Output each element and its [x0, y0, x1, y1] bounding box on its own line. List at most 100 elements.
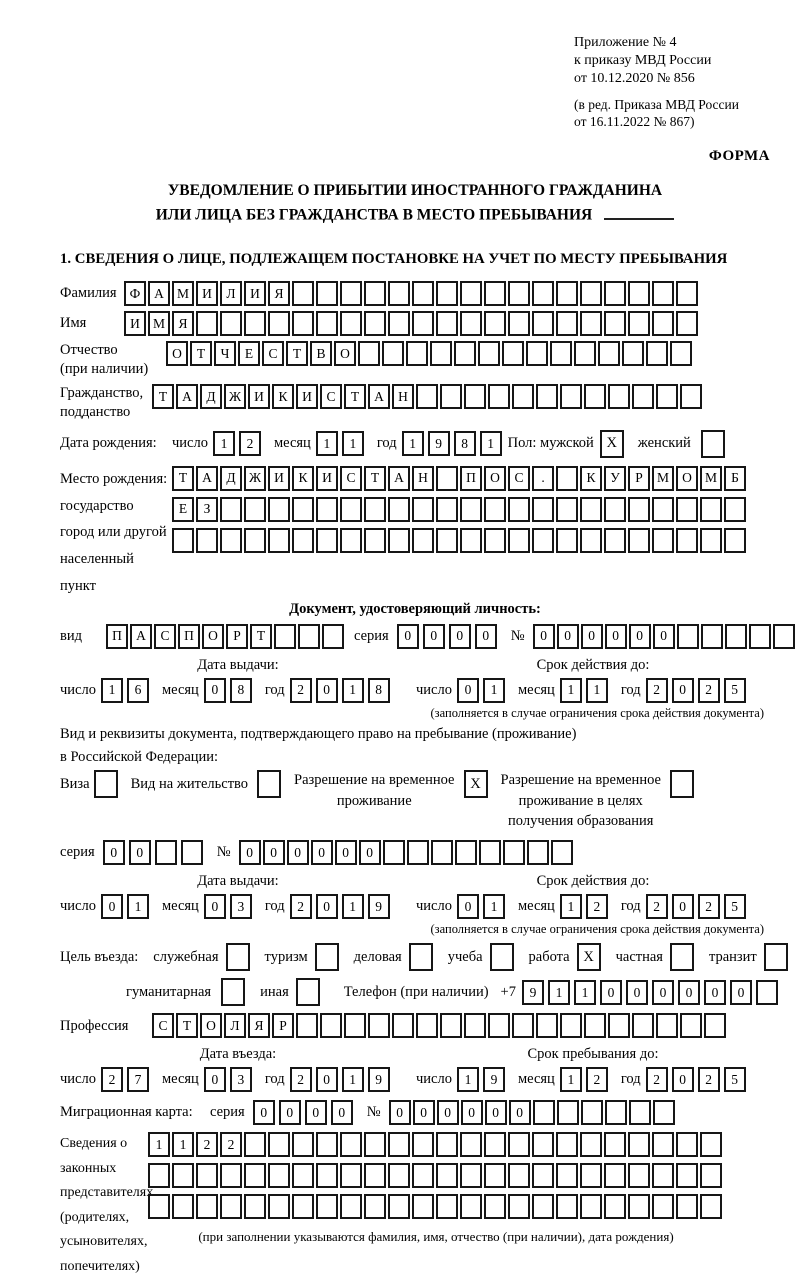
char-box[interactable]: [364, 1194, 386, 1220]
char-box[interactable]: 0: [456, 677, 479, 703]
char-box[interactable]: [244, 311, 266, 337]
char-box[interactable]: [508, 1194, 530, 1220]
char-box[interactable]: [292, 527, 314, 553]
char-box[interactable]: Б: [724, 465, 746, 491]
purpose-official-checkbox[interactable]: [225, 943, 250, 972]
char-box[interactable]: [340, 496, 362, 522]
visa-checkbox[interactable]: [93, 770, 118, 799]
char-box[interactable]: [560, 1013, 582, 1039]
char-box[interactable]: 1: [212, 431, 235, 457]
char-box[interactable]: 8: [229, 677, 252, 703]
char-box[interactable]: 0: [396, 623, 419, 649]
char-box[interactable]: 3: [229, 894, 252, 920]
char-box[interactable]: [700, 1194, 722, 1220]
char-box[interactable]: [364, 527, 386, 553]
char-box[interactable]: [244, 1163, 266, 1189]
char-box[interactable]: 0: [436, 1100, 459, 1126]
char-box[interactable]: 0: [484, 1100, 507, 1126]
char-box[interactable]: [532, 1100, 555, 1126]
char-box[interactable]: У: [604, 465, 626, 491]
char-box[interactable]: [680, 384, 702, 410]
char-box[interactable]: [436, 1163, 458, 1189]
char-box[interactable]: [628, 1163, 650, 1189]
char-box[interactable]: [436, 1132, 458, 1158]
char-box[interactable]: Ф: [124, 281, 146, 307]
char-box[interactable]: [580, 496, 602, 522]
char-box[interactable]: Т: [286, 341, 308, 367]
char-box[interactable]: 3: [229, 1067, 252, 1093]
char-box[interactable]: [502, 341, 524, 367]
char-box[interactable]: 1: [341, 894, 364, 920]
char-box[interactable]: 1: [559, 1067, 582, 1093]
char-box[interactable]: [632, 384, 654, 410]
char-box[interactable]: А: [148, 281, 170, 307]
char-box[interactable]: 9: [367, 894, 390, 920]
char-box[interactable]: 1: [401, 431, 424, 457]
char-box[interactable]: 1: [482, 677, 505, 703]
char-box[interactable]: [556, 281, 578, 307]
char-box[interactable]: [436, 311, 458, 337]
char-box[interactable]: [676, 1163, 698, 1189]
char-box[interactable]: [584, 1013, 606, 1039]
char-box[interactable]: 0: [422, 623, 445, 649]
char-box[interactable]: Ж: [244, 465, 266, 491]
char-box[interactable]: [536, 1013, 558, 1039]
char-box[interactable]: [646, 341, 668, 367]
char-box[interactable]: [292, 1163, 314, 1189]
char-box[interactable]: С: [320, 384, 342, 410]
char-box[interactable]: 2: [289, 1067, 312, 1093]
char-box[interactable]: П: [106, 623, 128, 649]
char-box[interactable]: [316, 527, 338, 553]
char-box[interactable]: [556, 496, 578, 522]
char-box[interactable]: 0: [580, 623, 603, 649]
char-box[interactable]: [556, 1163, 578, 1189]
char-box[interactable]: 1: [315, 431, 338, 457]
char-box[interactable]: Н: [412, 465, 434, 491]
char-box[interactable]: [364, 311, 386, 337]
char-box[interactable]: 1: [341, 431, 364, 457]
char-box[interactable]: [416, 384, 438, 410]
char-box[interactable]: [460, 311, 482, 337]
char-box[interactable]: [478, 840, 501, 866]
char-box[interactable]: 0: [448, 623, 471, 649]
char-box[interactable]: 2: [697, 677, 720, 703]
char-box[interactable]: [604, 1132, 626, 1158]
char-box[interactable]: [484, 311, 506, 337]
sex-female-checkbox[interactable]: [700, 429, 725, 458]
char-box[interactable]: [244, 527, 266, 553]
char-box[interactable]: И: [268, 465, 290, 491]
sex-male-checkbox[interactable]: X: [599, 429, 624, 458]
char-box[interactable]: [536, 384, 558, 410]
char-box[interactable]: Д: [200, 384, 222, 410]
char-box[interactable]: [632, 1013, 654, 1039]
char-box[interactable]: [340, 527, 362, 553]
char-box[interactable]: [484, 281, 506, 307]
char-box[interactable]: 6: [126, 677, 149, 703]
char-box[interactable]: [580, 1163, 602, 1189]
char-box[interactable]: [388, 1132, 410, 1158]
char-box[interactable]: [292, 311, 314, 337]
char-box[interactable]: З: [196, 496, 218, 522]
char-box[interactable]: [598, 341, 620, 367]
char-box[interactable]: 1: [559, 894, 582, 920]
char-box[interactable]: [580, 281, 602, 307]
char-box[interactable]: [580, 1132, 602, 1158]
char-box[interactable]: 1: [341, 677, 364, 703]
char-box[interactable]: [484, 496, 506, 522]
char-box[interactable]: И: [196, 281, 218, 307]
char-box[interactable]: [268, 1132, 290, 1158]
char-box[interactable]: [508, 496, 530, 522]
char-box[interactable]: [580, 311, 602, 337]
char-box[interactable]: [508, 527, 530, 553]
char-box[interactable]: И: [124, 311, 146, 337]
char-box[interactable]: [412, 496, 434, 522]
char-box[interactable]: [772, 623, 795, 649]
char-box[interactable]: [268, 527, 290, 553]
char-box[interactable]: [292, 1132, 314, 1158]
char-box[interactable]: 8: [367, 677, 390, 703]
char-box[interactable]: [676, 1194, 698, 1220]
char-box[interactable]: О: [334, 341, 356, 367]
char-box[interactable]: [502, 840, 525, 866]
char-box[interactable]: 0: [100, 894, 123, 920]
char-box[interactable]: [298, 623, 320, 649]
